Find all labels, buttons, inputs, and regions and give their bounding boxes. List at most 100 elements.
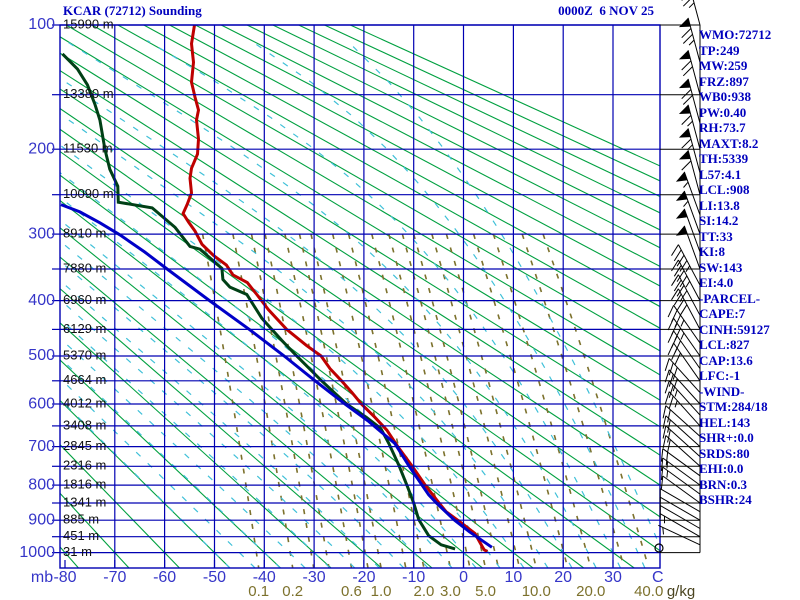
index-line: -PARCEL- [699, 290, 761, 306]
wind-barb-half [662, 527, 664, 535]
pressure-label: 200 [28, 140, 55, 157]
wind-barb-half [674, 400, 678, 408]
index-line: TT:33 [699, 228, 733, 244]
wind-barb-full [682, 33, 693, 44]
wind-barb-full [676, 285, 685, 297]
wind-barb-full [671, 244, 679, 256]
wind-barb-staff [677, 259, 701, 301]
wind-barb-staff [683, 225, 701, 270]
temperature-unit-label: C [652, 569, 664, 586]
wind-barb-flag [678, 150, 691, 160]
wind-barb-full [668, 396, 674, 409]
mixing-ratio-label: 10.0 [522, 583, 551, 600]
wind-barb-flag [678, 128, 691, 138]
pressure-label: 500 [28, 347, 55, 364]
index-line: RH:73.7 [699, 120, 746, 135]
wind-barb-staff [687, 78, 701, 124]
wind-barb-full [664, 380, 670, 394]
wind-barb-full [664, 369, 670, 383]
wind-barb-staff [683, 190, 701, 235]
temperature-label: 10 [504, 569, 522, 586]
index-line: KI:8 [699, 244, 725, 259]
wind-barb-staff [659, 488, 701, 513]
wind-barb-full [676, 254, 685, 267]
wind-barb-staff [659, 496, 701, 521]
index-line: EHI:0.0 [699, 461, 744, 476]
wind-barb-full [679, 275, 688, 288]
mixing-ratio-label: 0.2 [282, 583, 303, 600]
wind-barb-flag [675, 190, 688, 201]
wind-barb-full [681, 89, 692, 100]
index-line: BRN:0.3 [699, 476, 748, 492]
temperature-label: 30 [604, 569, 622, 586]
temperature-label: 20 [554, 569, 572, 586]
wind-barb-half [688, 2, 695, 9]
wind-barb-staff [662, 475, 701, 504]
wind-barb-full [667, 429, 671, 443]
sounding-datetime: 0000Z 6 NOV 25 [558, 3, 654, 18]
wind-barb-staff [687, 128, 701, 174]
index-line: EI:4.0 [699, 275, 734, 290]
height-label: 7880 m [63, 260, 106, 275]
wind-barb-staff [692, 0, 701, 26]
plot-area [60, 25, 660, 568]
temperature-label: -70 [103, 569, 126, 586]
pressure-label: 900 [28, 511, 55, 528]
index-line: CAPE:7 [699, 306, 746, 321]
wind-barb-full [679, 304, 688, 316]
mixing-ratio-label: 3.0 [440, 583, 461, 600]
wind-barb-staff [668, 369, 701, 405]
wind-barb-full [667, 318, 675, 331]
temperature-label: -50 [203, 569, 226, 586]
mixing-ratio-label: 0.6 [341, 583, 362, 600]
height-label: 13380 m [63, 86, 114, 101]
wind-barb-staff [665, 425, 701, 457]
wind-barb-staff [668, 380, 701, 416]
temperature-label: -10 [402, 569, 425, 586]
index-line: TH:5339 [699, 151, 749, 166]
wind-barb-staff [673, 318, 701, 357]
wind-barb-staff [668, 358, 701, 393]
height-label: 2845 m [63, 438, 106, 453]
wind-barb-staff [673, 330, 701, 369]
mixing-ratio-label: 20.0 [576, 583, 605, 600]
pressure-label: 300 [28, 225, 55, 242]
wind-barb-half [687, 144, 693, 151]
height-label: 2316 m [63, 458, 106, 473]
wind-barb-full [673, 265, 682, 277]
wind-barb-full [681, 115, 692, 125]
height-label: 885 m [63, 512, 99, 527]
pressure-unit-label: mb [31, 569, 53, 586]
index-line: MW:259 [699, 58, 748, 73]
wind-barb-full [681, 160, 692, 171]
index-line: MAXT:8.2 [699, 135, 759, 151]
dewpoint-trace [61, 52, 456, 551]
wind-barb-half [683, 181, 689, 188]
wind-barb-staff [687, 17, 701, 63]
mixing-ratio-label: 0.1 [248, 583, 269, 600]
wind-barb-full [671, 347, 678, 361]
wind-barb-staff [673, 305, 701, 344]
wind-barb-full [667, 330, 675, 343]
wind-barb-staff [662, 457, 701, 486]
wind-barb-full [660, 448, 664, 462]
wind-barb-half [683, 200, 689, 207]
wind-barb-staff [658, 524, 701, 546]
page-title: KCAR (72712) Sounding [63, 3, 202, 18]
pressure-label: 400 [28, 292, 55, 309]
index-line: SRDS:80 [699, 445, 750, 461]
wind-barb-full [682, 0, 691, 7]
wind-barb-full [671, 288, 679, 301]
wind-barb-staff [662, 448, 701, 477]
height-label: 6129 m [63, 321, 106, 336]
temperature-label: -20 [352, 569, 375, 586]
wind-barb-staff [677, 244, 701, 286]
height-label: 3408 m [63, 417, 106, 432]
index-line: LI:13.8 [699, 197, 740, 213]
mixing-unit-label: g/kg [667, 583, 695, 600]
plot-border [59, 24, 661, 569]
wind-barb-half [666, 470, 669, 478]
wind-barb-full [664, 391, 670, 405]
index-line: STM:284/18 [699, 399, 768, 414]
